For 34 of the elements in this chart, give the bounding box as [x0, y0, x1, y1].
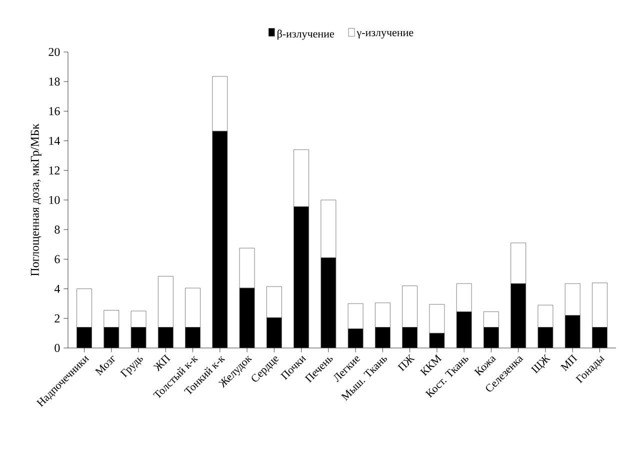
y-tick-label: 4	[54, 284, 60, 293]
bar	[104, 310, 120, 328]
bar	[130, 310, 146, 328]
bar	[158, 276, 174, 328]
legend-label: γ-излучение	[356, 30, 414, 38]
bar	[374, 302, 390, 328]
x-tick-label: ЩЖ	[530, 354, 551, 374]
bar	[456, 283, 472, 312]
y-tick-label: 10	[49, 196, 60, 204]
bar	[266, 286, 282, 318]
y-tick-label: 12	[49, 166, 60, 174]
y-tick-label: 8	[54, 226, 60, 234]
bar	[185, 288, 200, 328]
bar	[402, 286, 418, 328]
bar	[484, 312, 499, 328]
y-tick-label: 20	[48, 48, 60, 56]
bar	[320, 200, 336, 258]
x-tick-label: МП	[560, 354, 578, 372]
y-tick-label: 16	[49, 107, 60, 116]
y-tick-label: 6	[54, 255, 60, 264]
bar	[239, 248, 255, 288]
bar	[294, 149, 310, 207]
y-tick-label: 0	[54, 344, 60, 352]
legend-label: β-излучение	[278, 30, 334, 40]
y-tick-label: 18	[49, 78, 60, 86]
bar	[538, 304, 554, 328]
bar	[564, 283, 580, 316]
bar	[348, 303, 364, 329]
bar	[429, 304, 445, 334]
x-tick-label: ПЖ	[397, 354, 415, 372]
y-axis-title: Поглощенная доза, мкГр/МБк	[30, 124, 42, 276]
bar	[510, 242, 526, 284]
y-tick-label: 2	[54, 314, 60, 322]
y-tick-label: 14	[49, 136, 60, 145]
